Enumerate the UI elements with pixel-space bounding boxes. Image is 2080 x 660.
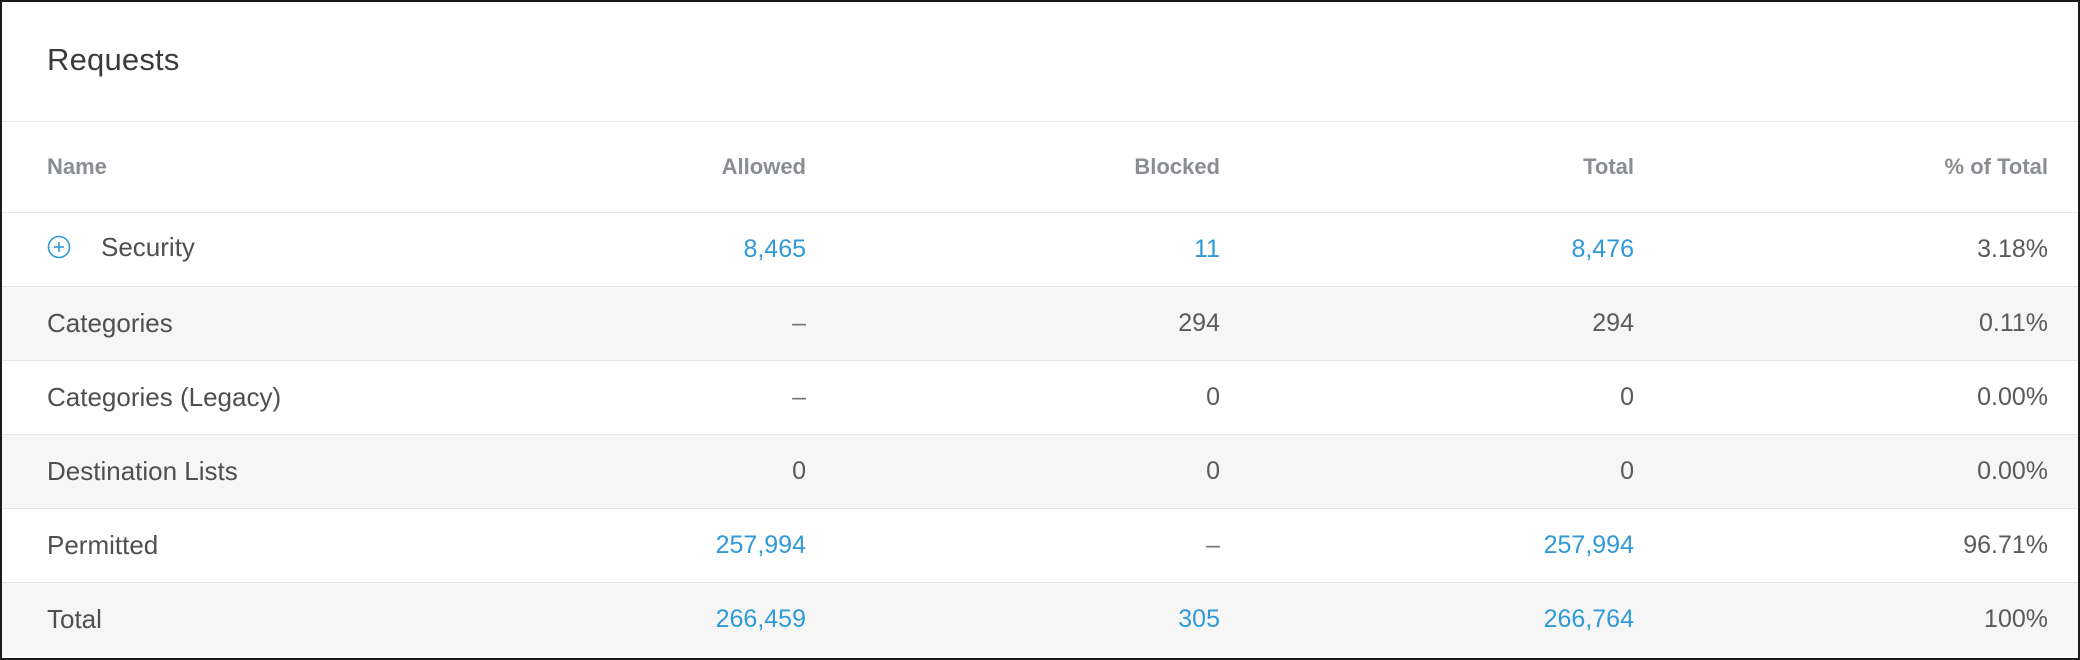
allowed-value: 0 bbox=[792, 456, 806, 485]
column-header-allowed[interactable]: Allowed bbox=[502, 122, 836, 213]
row-name: Security bbox=[101, 231, 195, 262]
total-link[interactable]: 8,476 bbox=[1571, 234, 1634, 263]
table-body: Security 8,465 11 8,476 3.18% Categories… bbox=[2, 212, 2078, 656]
total-value: 294 bbox=[1592, 308, 1634, 337]
row-name: Categories (Legacy) bbox=[47, 381, 282, 412]
allowed-value: – bbox=[792, 308, 806, 337]
percent-value: 96.71% bbox=[1963, 530, 2048, 559]
table-row: Security 8,465 11 8,476 3.18% bbox=[2, 212, 2078, 286]
blocked-value: 294 bbox=[1178, 308, 1220, 337]
requests-table: Name Allowed Blocked Total % of Total bbox=[2, 122, 2078, 656]
allowed-link[interactable]: 257,994 bbox=[715, 530, 806, 559]
total-value: 0 bbox=[1620, 382, 1634, 411]
blocked-value: 0 bbox=[1206, 382, 1220, 411]
table-row: Categories (Legacy) – 0 0 0.00% bbox=[2, 360, 2078, 434]
blocked-link[interactable]: 305 bbox=[1178, 604, 1220, 633]
allowed-link[interactable]: 266,459 bbox=[715, 604, 806, 633]
column-header-blocked[interactable]: Blocked bbox=[836, 122, 1250, 213]
allowed-link[interactable]: 8,465 bbox=[743, 234, 806, 263]
panel-title: Requests bbox=[47, 42, 180, 77]
table-row: Categories – 294 294 0.11% bbox=[2, 286, 2078, 360]
expand-security-button[interactable]: Security bbox=[47, 232, 195, 263]
total-link[interactable]: 257,994 bbox=[1543, 530, 1634, 559]
percent-value: 3.18% bbox=[1977, 234, 2048, 263]
row-name: Categories bbox=[47, 307, 173, 338]
row-name: Total bbox=[47, 603, 102, 634]
panel-header: Requests bbox=[2, 2, 2078, 122]
plus-circle-icon[interactable] bbox=[47, 235, 71, 259]
column-header-total[interactable]: Total bbox=[1250, 122, 1664, 213]
row-name-cell: Security bbox=[2, 212, 502, 286]
percent-value: 0.11% bbox=[1978, 308, 2048, 337]
column-header-name[interactable]: Name bbox=[2, 122, 502, 213]
percent-value: 100% bbox=[1984, 604, 2048, 633]
total-link[interactable]: 266,764 bbox=[1543, 604, 1634, 633]
column-header-percent[interactable]: % of Total bbox=[1664, 122, 2078, 213]
blocked-value: – bbox=[1206, 530, 1220, 559]
row-name: Permitted bbox=[47, 529, 159, 560]
header-row: Name Allowed Blocked Total % of Total bbox=[2, 122, 2078, 213]
row-name: Destination Lists bbox=[47, 455, 238, 486]
table-header: Name Allowed Blocked Total % of Total bbox=[2, 122, 2078, 213]
percent-value: 0.00% bbox=[1977, 382, 2048, 411]
blocked-link[interactable]: 11 bbox=[1194, 234, 1220, 263]
total-value: 0 bbox=[1620, 456, 1634, 485]
table-row: Permitted 257,994 – 257,994 96.71% bbox=[2, 508, 2078, 582]
blocked-value: 0 bbox=[1206, 456, 1220, 485]
table-row-total: Total 266,459 305 266,764 100% bbox=[2, 582, 2078, 656]
allowed-value: – bbox=[792, 382, 806, 411]
table-row: Destination Lists 0 0 0 0.00% bbox=[2, 434, 2078, 508]
percent-value: 0.00% bbox=[1977, 456, 2048, 485]
